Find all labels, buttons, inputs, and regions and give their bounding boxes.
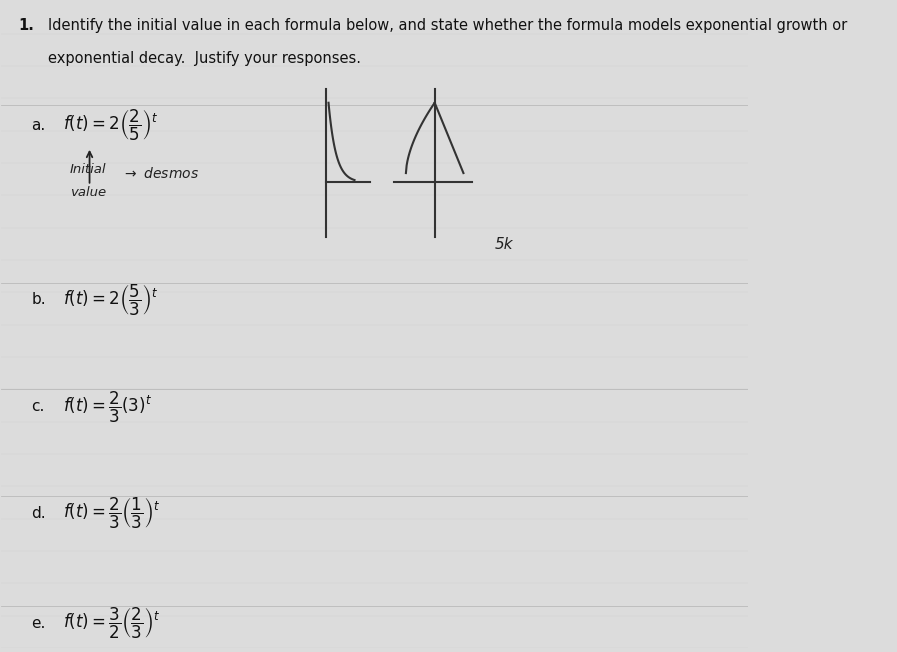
Text: $f(t) = \dfrac{2}{3}(3)^t$: $f(t) = \dfrac{2}{3}(3)^t$ (64, 389, 152, 424)
Text: $\rightarrow$ desmos: $\rightarrow$ desmos (122, 166, 199, 181)
Text: $f(t) = \dfrac{2}{3}\left(\dfrac{1}{3}\right)^t$: $f(t) = \dfrac{2}{3}\left(\dfrac{1}{3}\r… (64, 496, 161, 531)
Text: b.: b. (31, 292, 46, 307)
Text: $f(t) = 2\left(\dfrac{5}{3}\right)^t$: $f(t) = 2\left(\dfrac{5}{3}\right)^t$ (64, 283, 159, 318)
Text: e.: e. (31, 615, 46, 630)
Text: value: value (70, 186, 106, 199)
Text: 1.: 1. (18, 18, 34, 33)
Text: d.: d. (31, 506, 46, 521)
Text: 5k: 5k (494, 237, 513, 252)
Text: $f(t) = \dfrac{3}{2}\left(\dfrac{2}{3}\right)^t$: $f(t) = \dfrac{3}{2}\left(\dfrac{2}{3}\r… (64, 606, 161, 641)
Text: a.: a. (31, 118, 46, 133)
Text: Identify the initial value in each formula below, and state whether the formula : Identify the initial value in each formu… (48, 18, 847, 33)
Text: c.: c. (31, 399, 45, 414)
Text: Initial: Initial (70, 163, 107, 176)
Text: $f(t) = 2\left(\dfrac{2}{5}\right)^t$: $f(t) = 2\left(\dfrac{2}{5}\right)^t$ (64, 108, 159, 143)
Text: exponential decay.  Justify your responses.: exponential decay. Justify your response… (48, 51, 361, 67)
